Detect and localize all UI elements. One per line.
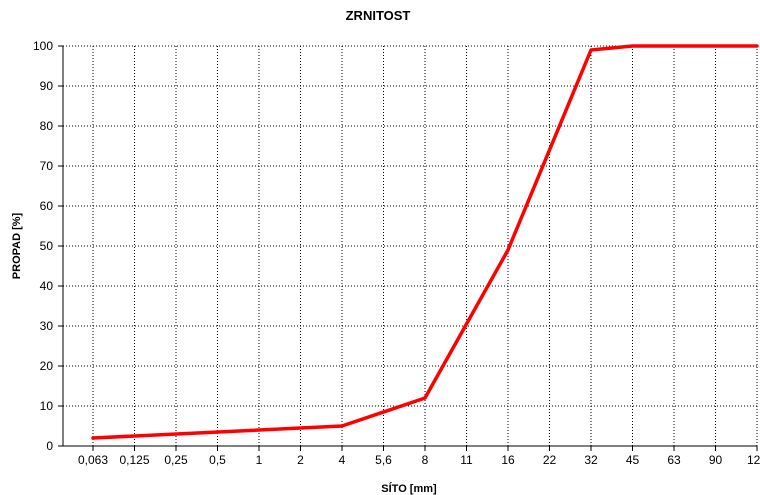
x-tick-label: 8 [422,453,429,467]
y-tick-label: 0 [46,439,53,453]
axes [58,45,758,451]
y-tick-label: 70 [40,159,54,173]
x-tick-label: 5,6 [375,453,392,467]
x-tick-label: 125 [747,453,760,467]
series-line [91,44,759,440]
x-tick-label: 0,063 [78,453,108,467]
x-tick-label: 2 [297,453,304,467]
series-layer [91,44,759,440]
chart-title: ZRNITOST [346,8,411,23]
y-tick-label: 100 [33,39,53,53]
y-tick-label: 50 [40,239,54,253]
grid [63,45,758,446]
x-tick-label: 0,125 [119,453,149,467]
x-tick-label: 0,25 [164,453,188,467]
x-tick-label: 1 [256,453,263,467]
x-tick-label: 90 [709,453,723,467]
y-tick-label: 90 [40,79,54,93]
y-tick-label: 30 [40,319,54,333]
x-tick-label: 63 [667,453,681,467]
tick-labels: 0 10 20 30 40 50 60 70 80 90 100 0,063 0,125 0,25 0,5 1… [33,39,760,467]
y-tick-label: 20 [40,359,54,373]
y-tick-label: 80 [40,119,54,133]
x-tick-label: 4 [339,453,346,467]
y-tick-label: 60 [40,199,54,213]
y-axis-title: PROPAD [%] [11,212,23,279]
x-tick-label: 22 [543,453,557,467]
x-tick-label: 32 [584,453,598,467]
x-tick-label: 16 [501,453,515,467]
y-tick-label: 10 [40,399,54,413]
x-tick-label: 45 [626,453,640,467]
y-tick-label: 40 [40,279,54,293]
x-tick-label: 0,5 [209,453,226,467]
x-tick-label: 11 [460,453,473,467]
x-axis-title: SÍTO [mm] [381,482,437,495]
